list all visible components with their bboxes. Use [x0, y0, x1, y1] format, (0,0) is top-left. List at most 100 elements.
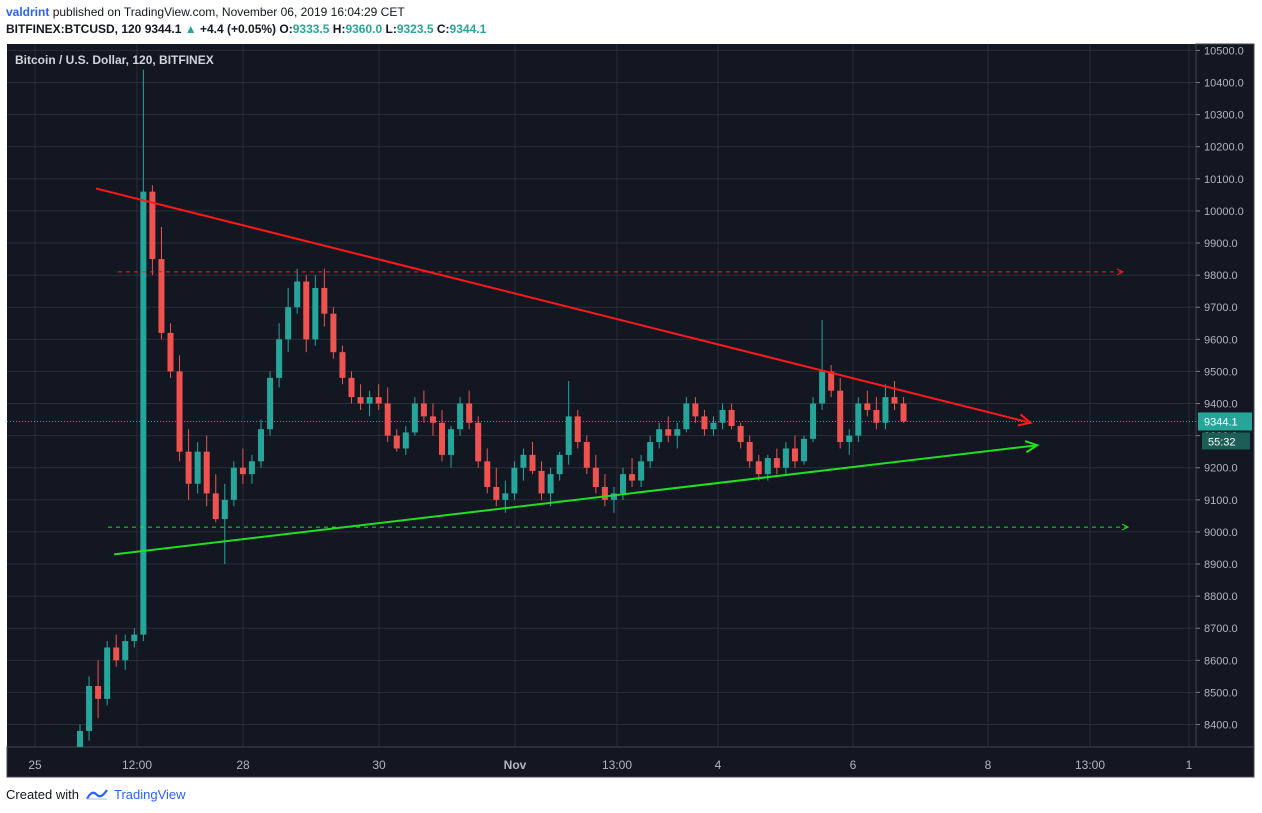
candle-body [312, 287, 319, 340]
candle-body [610, 493, 617, 500]
candle-body [176, 371, 183, 452]
candle-body [303, 281, 310, 340]
price-tick-label: 10500.0 [1204, 45, 1244, 57]
candle-body [194, 451, 201, 484]
price-tick-label: 8600.0 [1204, 655, 1238, 667]
candle-body [520, 454, 527, 468]
created-with-label: Created with [6, 787, 79, 802]
last-price: 9344.1 [144, 22, 182, 36]
candle-body [402, 432, 409, 449]
support-trend-line [113, 444, 1038, 556]
candle-body [773, 458, 780, 468]
candle-body [230, 467, 237, 500]
price-tick-label: 9900.0 [1204, 238, 1238, 250]
time-tick-label: 12:00 [122, 758, 152, 772]
candle-body [900, 403, 907, 422]
time-tick-label: 6 [850, 758, 857, 772]
price-ticks: 10500.0 10400.0 10300.0 10200.0 10100.0 10000… [1196, 45, 1244, 732]
candle-body [592, 467, 599, 487]
candle-body [420, 403, 427, 417]
candle-body [149, 191, 156, 260]
time-ticks: 25 12:00 28 30 Nov 13:00 4 6 8 13:00 1 [28, 758, 1192, 772]
price-axis[interactable] [1195, 43, 1255, 748]
price-tags: 9344.1 55:32 [1198, 412, 1252, 450]
price-tick-label: 9200.0 [1204, 463, 1238, 475]
candle-body [810, 403, 817, 439]
candle-body [258, 429, 264, 462]
candle-body [484, 461, 491, 487]
candle-body [357, 397, 364, 404]
candle-body [529, 454, 536, 471]
close-label: C: [436, 22, 450, 36]
published-text: published on TradingView.com, November 0… [52, 5, 405, 19]
candle-body [411, 403, 418, 433]
candle-body [791, 448, 798, 462]
time-tick-label: 4 [715, 758, 722, 772]
candle-body [565, 416, 572, 455]
author-link[interactable]: valdrint [6, 5, 50, 19]
close-value: 9344.1 [449, 22, 487, 36]
candle-body [439, 422, 445, 455]
tradingview-logo-icon[interactable] [85, 787, 108, 804]
candle-body [556, 454, 563, 475]
low-label: L: [385, 22, 397, 36]
grid-lines [7, 44, 1196, 747]
candle-body [873, 409, 880, 423]
price-tick-label: 10100.0 [1204, 174, 1244, 186]
price-tick-label: 8700.0 [1204, 623, 1238, 635]
time-axis[interactable] [6, 746, 1255, 778]
price-tick-label: 9500.0 [1204, 366, 1238, 378]
candle-body [692, 403, 699, 417]
candle-body [837, 390, 844, 443]
time-tick-label: 1 [1186, 758, 1193, 772]
candle-body [583, 442, 590, 468]
plot-area[interactable] [7, 44, 1196, 747]
price-tick-label: 8400.0 [1204, 720, 1238, 732]
countdown-tag-box [1202, 432, 1250, 450]
candle-body [393, 435, 400, 449]
candle-body [239, 467, 246, 475]
candle-body [221, 499, 228, 520]
candle-body [683, 403, 690, 430]
time-tick-label: Nov [504, 758, 527, 772]
candle-body [629, 474, 636, 481]
candle-body [755, 461, 762, 475]
candle-body [140, 191, 147, 635]
candle-body [104, 647, 111, 699]
level-lines [7, 268, 1196, 531]
resistance-arrowhead [1017, 413, 1033, 427]
time-tick-label: 13:00 [602, 758, 632, 772]
candle-body [882, 397, 889, 423]
symbol-label: BITFINEX:BTCUSD, 120 [6, 22, 142, 36]
time-tick-label: 8 [985, 758, 992, 772]
chart-title: Bitcoin / U.S. Dollar, 120, BITFINEX [15, 53, 214, 67]
candle-body [864, 403, 871, 410]
candle-body [493, 486, 500, 500]
candle-body [719, 409, 726, 423]
support-arrowhead [1024, 440, 1040, 454]
tradingview-link[interactable]: TradingView [114, 787, 186, 802]
candle-body [728, 409, 735, 426]
candle-body [384, 403, 391, 436]
price-chart[interactable]: 10500.0 10400.0 10300.0 10200.0 10100.0 10000… [0, 40, 1262, 778]
candle-body [339, 352, 346, 378]
price-tick-label: 10300.0 [1204, 110, 1244, 122]
candle-body [782, 448, 789, 468]
candle-body [620, 474, 626, 494]
price-tick-label: 10000.0 [1204, 206, 1244, 218]
candle-body [819, 371, 826, 404]
candle-body [330, 313, 337, 353]
candle-body [701, 416, 708, 430]
candle-body [475, 422, 482, 462]
candles [77, 69, 907, 747]
candle-body [511, 467, 518, 494]
ohlc-header: BITFINEX:BTCUSD, 120 9344.1 ▲ +4.4 (+0.0… [6, 22, 486, 36]
candle-body [158, 259, 165, 333]
candle-body [891, 397, 898, 404]
candle-body [502, 493, 509, 500]
candle-body [167, 332, 174, 372]
candle-body [122, 641, 129, 661]
candle-body [656, 429, 663, 443]
candle-body [429, 416, 436, 423]
candle-body [95, 686, 102, 699]
